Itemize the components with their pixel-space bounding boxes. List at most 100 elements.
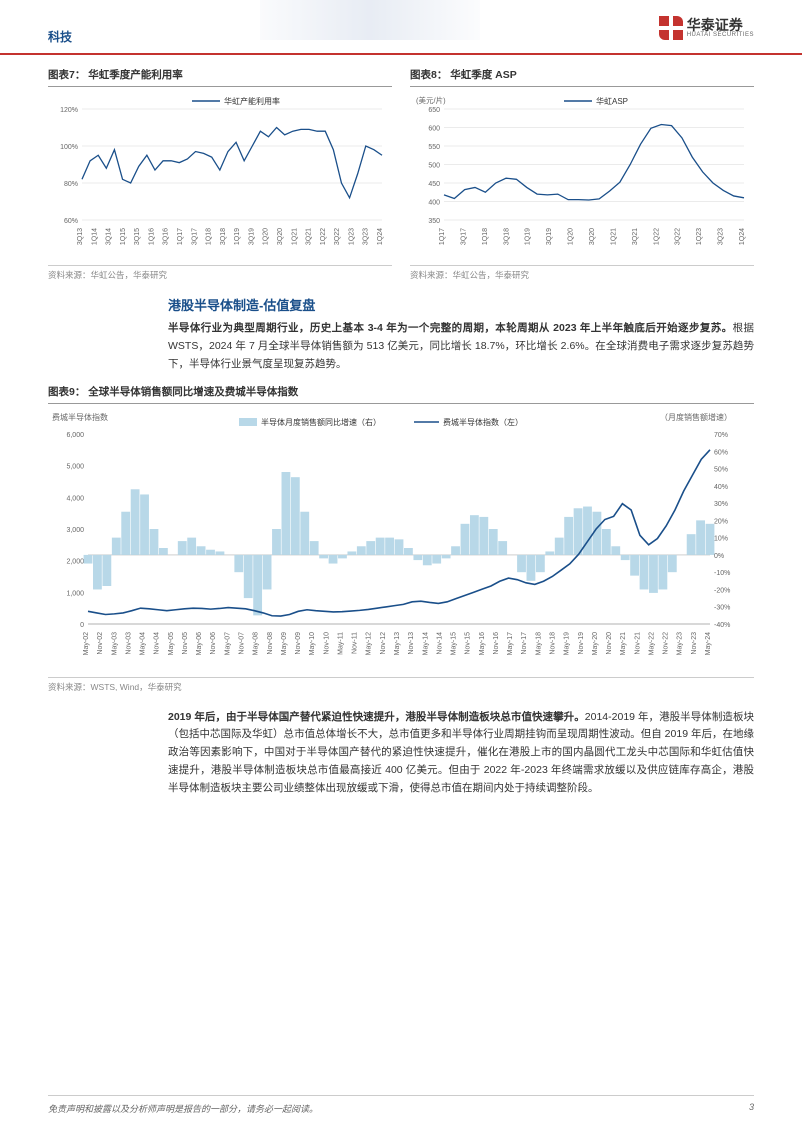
chart8-svg: (美元/片)3504004505005506006501Q173Q171Q183…: [410, 91, 750, 256]
svg-text:1Q20: 1Q20: [568, 228, 575, 245]
svg-text:May-06: May-06: [196, 631, 203, 654]
page-footer: 免责声明和披露以及分析师声明是报告的一部分，请务必一起阅读。 3: [48, 1095, 754, 1115]
svg-text:600: 600: [428, 126, 440, 133]
svg-text:May-17: May-17: [507, 631, 514, 654]
svg-text:3Q18: 3Q18: [220, 228, 227, 245]
svg-text:1Q20: 1Q20: [263, 228, 270, 245]
main-content: 图表7： 华虹季度产能利用率 60%80%100%120%3Q131Q143Q1…: [0, 55, 802, 798]
svg-text:1Q14: 1Q14: [91, 228, 98, 245]
svg-text:1Q21: 1Q21: [291, 228, 298, 245]
svg-text:1Q19: 1Q19: [234, 228, 241, 245]
svg-text:Nov-19: Nov-19: [578, 631, 585, 654]
svg-text:1Q23: 1Q23: [348, 228, 355, 245]
svg-text:May-10: May-10: [309, 631, 316, 654]
svg-text:100%: 100%: [60, 144, 78, 151]
svg-text:May-02: May-02: [83, 631, 90, 654]
category-label: 科技: [48, 28, 72, 45]
chart8-title: 图表8： 华虹季度 ASP: [410, 67, 754, 87]
svg-text:50%: 50%: [714, 466, 728, 473]
svg-text:1Q23: 1Q23: [696, 228, 703, 245]
svg-text:May-07: May-07: [224, 631, 231, 654]
svg-text:120%: 120%: [60, 107, 78, 114]
svg-text:May-14: May-14: [422, 631, 429, 654]
svg-text:1Q17: 1Q17: [439, 228, 446, 245]
svg-text:Nov-14: Nov-14: [436, 631, 443, 654]
svg-text:费城半导体指数: 费城半导体指数: [52, 412, 108, 422]
svg-text:0: 0: [80, 622, 84, 629]
svg-text:May-23: May-23: [677, 631, 684, 654]
svg-text:May-21: May-21: [620, 631, 627, 654]
svg-text:May-13: May-13: [394, 631, 401, 654]
svg-text:0%: 0%: [714, 552, 724, 559]
svg-text:60%: 60%: [714, 449, 728, 456]
svg-text:华虹产能利用率: 华虹产能利用率: [224, 96, 280, 106]
svg-text:1Q22: 1Q22: [653, 228, 660, 245]
svg-text:3Q23: 3Q23: [363, 228, 370, 245]
svg-text:450: 450: [428, 181, 440, 188]
svg-text:Nov-07: Nov-07: [239, 631, 246, 654]
svg-text:May-18: May-18: [535, 631, 542, 654]
logo-text-en: HUATAI SECURITIES: [687, 32, 754, 38]
svg-text:Nov-06: Nov-06: [210, 631, 217, 654]
svg-text:650: 650: [428, 107, 440, 114]
svg-text:Nov-13: Nov-13: [408, 631, 415, 654]
chart9-source: 资料来源：WSTS, Wind，华泰研究: [48, 677, 754, 693]
chart8-source: 资料来源：华虹公告，华泰研究: [410, 265, 754, 281]
svg-text:Nov-03: Nov-03: [125, 631, 132, 654]
chart7-title: 图表7： 华虹季度产能利用率: [48, 67, 392, 87]
svg-text:1Q16: 1Q16: [148, 228, 155, 245]
svg-text:3Q22: 3Q22: [675, 228, 682, 245]
svg-text:Nov-20: Nov-20: [606, 631, 613, 654]
svg-text:May-09: May-09: [281, 631, 288, 654]
svg-text:3Q14: 3Q14: [106, 228, 113, 245]
svg-text:1Q15: 1Q15: [120, 228, 127, 245]
svg-text:Nov-05: Nov-05: [182, 631, 189, 654]
svg-text:1Q18: 1Q18: [206, 228, 213, 245]
svg-text:Nov-10: Nov-10: [323, 631, 330, 654]
svg-text:May-08: May-08: [253, 631, 260, 654]
svg-text:-40%: -40%: [714, 622, 730, 629]
svg-text:1Q24: 1Q24: [377, 228, 384, 245]
svg-text:Nov-12: Nov-12: [380, 631, 387, 654]
svg-text:Nov-02: Nov-02: [97, 631, 104, 654]
svg-text:10%: 10%: [714, 535, 728, 542]
section1-bold: 半导体行业为典型周期行业，历史上基本 3-4 年为一个完整的周期，本轮周期从 2…: [168, 322, 733, 334]
svg-text:40%: 40%: [714, 483, 728, 490]
svg-text:6,000: 6,000: [66, 432, 84, 439]
svg-text:3Q20: 3Q20: [277, 228, 284, 245]
header-decor: [260, 0, 480, 40]
svg-text:Nov-23: Nov-23: [691, 631, 698, 654]
chart9-svg: 费城半导体指数（月度销售额增速）01,0002,0003,0004,0005,0…: [48, 408, 754, 668]
chart7-block: 图表7： 华虹季度产能利用率 60%80%100%120%3Q131Q143Q1…: [48, 67, 392, 281]
svg-text:-30%: -30%: [714, 604, 730, 611]
chart9-title: 图表9： 全球半导体销售额同比增速及费城半导体指数: [48, 384, 754, 404]
svg-text:-20%: -20%: [714, 587, 730, 594]
svg-text:Nov-15: Nov-15: [465, 631, 472, 654]
svg-text:30%: 30%: [714, 501, 728, 508]
chart-row-top: 图表7： 华虹季度产能利用率 60%80%100%120%3Q131Q143Q1…: [48, 67, 754, 281]
svg-text:Nov-16: Nov-16: [493, 631, 500, 654]
svg-text:Nov-17: Nov-17: [521, 631, 528, 654]
svg-text:3Q21: 3Q21: [306, 228, 313, 245]
svg-text:3,000: 3,000: [66, 527, 84, 534]
svg-text:May-15: May-15: [451, 631, 458, 654]
svg-text:2,000: 2,000: [66, 558, 84, 565]
svg-text:May-03: May-03: [111, 631, 118, 654]
page-header: 科技 华泰证券 HUATAI SECURITIES: [0, 0, 802, 55]
svg-text:May-11: May-11: [337, 631, 344, 654]
svg-text:3Q18: 3Q18: [503, 228, 510, 245]
svg-text:3Q23: 3Q23: [718, 228, 725, 245]
svg-text:May-24: May-24: [705, 631, 712, 654]
svg-text:华虹ASP: 华虹ASP: [596, 96, 628, 106]
svg-text:1Q24: 1Q24: [739, 228, 746, 245]
svg-text:Nov-18: Nov-18: [550, 631, 557, 654]
svg-text:Nov-11: Nov-11: [352, 631, 359, 653]
svg-text:3Q16: 3Q16: [163, 228, 170, 245]
chart7-svg: 60%80%100%120%3Q131Q143Q141Q153Q151Q163Q…: [48, 91, 388, 256]
svg-text:400: 400: [428, 200, 440, 207]
svg-text:1Q18: 1Q18: [482, 228, 489, 245]
svg-text:Nov-04: Nov-04: [154, 631, 161, 654]
section2-rest: 2014-2019 年，港股半导体制造板块（包括中芯国际及华虹）总市值总体增长不…: [168, 711, 754, 794]
chart9-block: 图表9： 全球半导体销售额同比增速及费城半导体指数 费城半导体指数（月度销售额增…: [48, 384, 754, 693]
svg-text:500: 500: [428, 163, 440, 170]
